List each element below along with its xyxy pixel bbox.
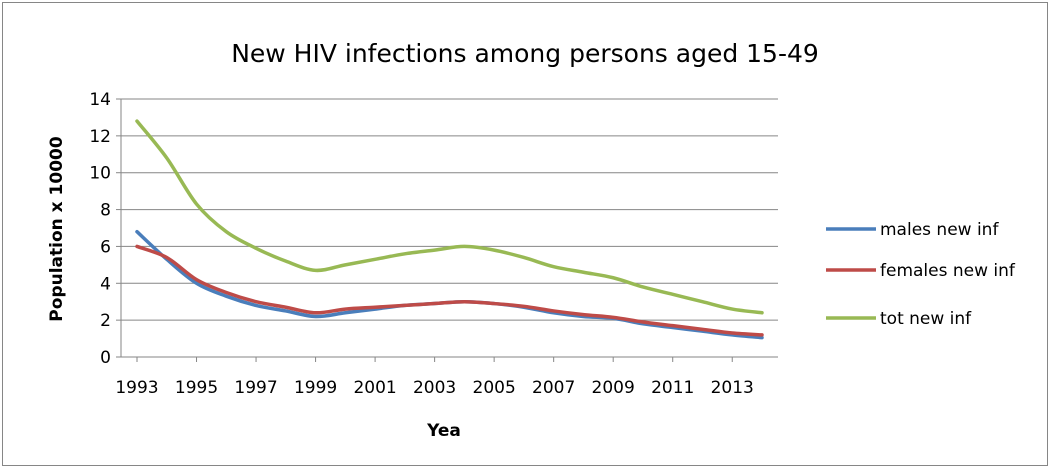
y-tick-label: 6	[100, 237, 111, 257]
x-tick-label: 2009	[592, 378, 635, 398]
y-axis-title: Population x 10000	[47, 136, 67, 322]
x-tick-label: 1995	[175, 378, 218, 398]
x-axis-title: Yea	[426, 421, 461, 441]
y-tick-label: 14	[89, 90, 111, 110]
legend-label-females-new-inf: females new inf	[880, 261, 1016, 281]
legend: males new inf females new inf tot new inf	[826, 220, 1016, 329]
y-axis-ticks: 0 2 4 6 8 10 12 14	[89, 90, 121, 368]
gridlines	[120, 98, 778, 358]
x-tick-label: 1997	[234, 378, 277, 398]
y-tick-label: 12	[89, 127, 111, 147]
x-tick-label: 2007	[532, 378, 575, 398]
chart-title: New HIV infections among persons aged 15…	[231, 39, 819, 68]
y-tick-label: 2	[100, 311, 111, 331]
x-tick-label: 2001	[353, 378, 396, 398]
x-tick-label: 2011	[651, 378, 694, 398]
series-line-tot-new-inf	[135, 119, 764, 315]
legend-label-males-new-inf: males new inf	[880, 220, 999, 240]
y-tick-label: 0	[100, 348, 111, 368]
y-tick-label: 10	[89, 164, 111, 184]
series-line-females-new-inf	[135, 244, 764, 337]
y-tick-label: 8	[100, 201, 111, 221]
x-tick-label: 2003	[413, 378, 456, 398]
x-axis-ticks: 1993 1995 1997 1999 2001 2003 2005 2007 2009 2011…	[115, 357, 754, 398]
x-tick-label: 2005	[473, 378, 516, 398]
series-layer	[135, 119, 764, 340]
x-tick-label: 1999	[294, 378, 337, 398]
x-tick-label: 2013	[711, 378, 754, 398]
y-tick-label: 4	[100, 274, 111, 294]
legend-label-tot-new-inf: tot new inf	[880, 309, 972, 329]
x-tick-label: 1993	[115, 378, 158, 398]
